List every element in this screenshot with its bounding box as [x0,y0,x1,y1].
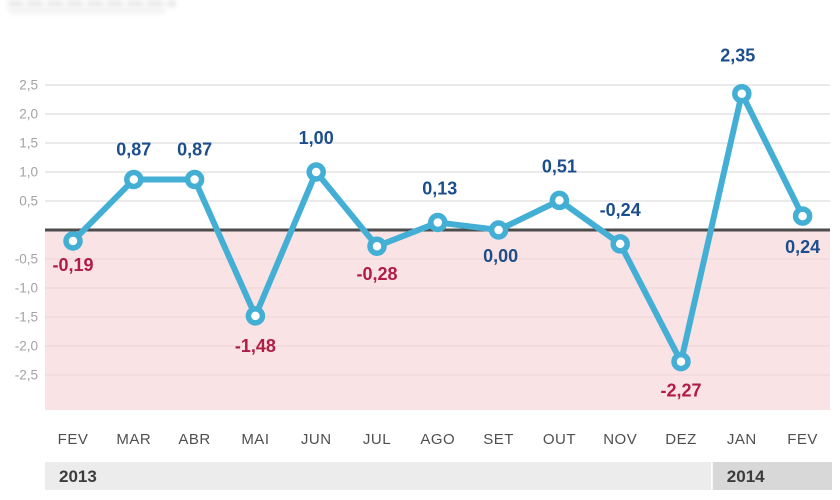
data-point-marker [63,231,83,251]
x-axis-month-label: NOV [603,431,637,448]
x-axis-month-label: FEV [787,431,818,448]
value-label: 1,00 [299,128,334,148]
data-point-marker [306,162,326,182]
year-band-2014 [712,462,832,490]
y-axis-tick-label: 2,5 [19,78,38,93]
x-axis-month-label: AGO [420,431,455,448]
y-axis-tick-label: -2,5 [15,368,38,383]
data-point-marker [428,212,448,233]
x-axis-month-label: SET [483,431,514,448]
x-axis-month-label: MAR [116,431,151,448]
value-label: 0,00 [483,246,518,266]
y-axis-tick-label: -1,0 [15,281,38,296]
value-label: 0,51 [542,156,577,176]
y-axis-tick-label: 1,5 [19,136,38,151]
y-axis-tick-label: -2,0 [15,339,38,354]
data-point-marker [549,190,570,211]
x-axis-month-label: OUT [543,431,576,448]
year-label-2013: 2013 [59,467,97,486]
x-axis-month-label: MAI [241,431,269,448]
x-axis-month-label: JUN [301,431,332,448]
data-point-marker [367,236,387,256]
x-axis-month-label: DEZ [665,431,697,448]
data-point-marker [732,83,752,104]
value-label: 0,13 [422,178,457,198]
value-label: 2,35 [720,46,755,66]
x-axis-month-label: JUL [363,431,391,448]
y-axis-tick-label: 1,0 [19,165,38,180]
value-label: -1,48 [235,336,276,356]
data-point-marker [671,351,691,372]
data-point-marker [124,169,144,190]
value-label: -0,19 [52,255,93,275]
year-band-2013 [45,462,711,490]
data-point-marker [488,220,509,240]
y-axis-tick-label: -0,5 [15,252,38,267]
x-axis-month-label: JAN [727,431,757,448]
value-label: 0,24 [785,237,820,257]
x-axis-month-label: FEV [58,431,89,448]
value-label: 0,87 [177,140,212,160]
y-axis-tick-label: 2,0 [19,107,38,122]
data-point-marker [245,306,266,326]
data-point-marker [792,206,813,226]
value-label: -0,28 [356,264,397,284]
value-label: 0,87 [116,140,151,160]
value-label: -2,27 [660,381,701,401]
y-axis-tick-label: 0,5 [19,194,38,209]
negative-region-shading [45,230,830,410]
x-axis-month-label: ABR [178,431,210,448]
y-axis-tick-label: -1,5 [15,310,38,325]
year-label-2014: 2014 [727,467,765,486]
value-label: -0,24 [600,200,641,220]
data-point-marker [610,234,630,254]
data-point-marker [184,169,205,190]
